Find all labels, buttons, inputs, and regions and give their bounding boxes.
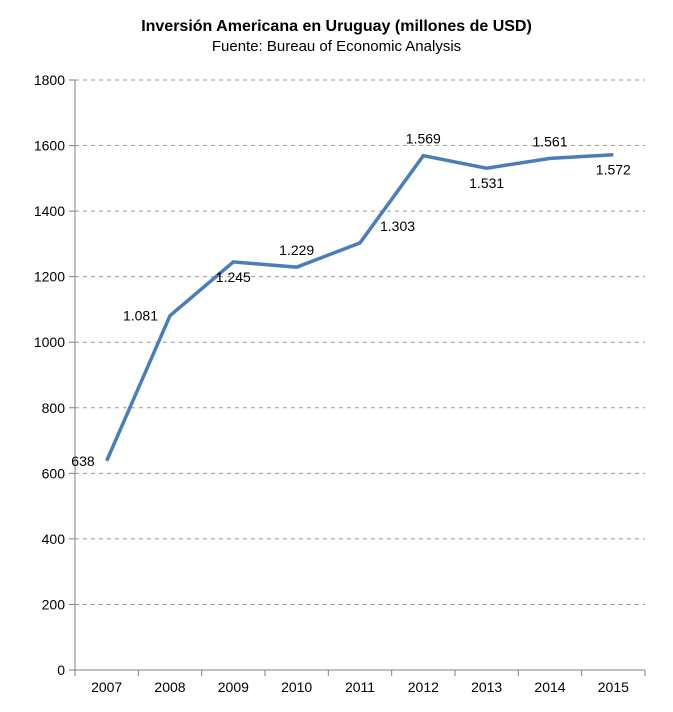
x-tick-label: 2009	[218, 679, 249, 695]
data-label: 1.229	[279, 242, 314, 258]
data-label: 1.561	[532, 133, 567, 149]
chart-container: Inversión Americana en Uruguay (millones…	[0, 0, 673, 712]
x-tick-label: 2012	[408, 679, 439, 695]
data-label: 1.303	[380, 218, 415, 234]
data-label: 1.572	[596, 162, 631, 178]
y-tick-label: 1000	[34, 334, 65, 350]
y-tick-label: 1200	[34, 269, 65, 285]
x-tick-label: 2015	[598, 679, 629, 695]
y-tick-label: 1800	[34, 72, 65, 88]
y-tick-label: 1600	[34, 138, 65, 154]
y-tick-label: 400	[42, 531, 66, 547]
y-tick-label: 200	[42, 596, 66, 612]
y-tick-label: 600	[42, 465, 66, 481]
data-label: 1.245	[216, 269, 251, 285]
x-tick-label: 2011	[345, 679, 375, 695]
x-tick-label: 2007	[91, 679, 122, 695]
x-tick-label: 2010	[281, 679, 312, 695]
series-line	[107, 155, 614, 461]
y-tick-label: 0	[57, 662, 65, 678]
x-tick-label: 2008	[154, 679, 185, 695]
y-tick-label: 800	[42, 400, 66, 416]
data-label: 1.081	[123, 308, 158, 324]
y-tick-label: 1400	[34, 203, 65, 219]
x-tick-label: 2013	[471, 679, 502, 695]
x-tick-label: 2014	[534, 679, 565, 695]
data-label: 638	[71, 453, 95, 469]
chart-plot: 0 200 400 600 800 1000 1200 1400 1600 1800 2007 200…	[0, 0, 673, 712]
data-label: 1.531	[469, 175, 504, 191]
data-label: 1.569	[406, 131, 441, 147]
